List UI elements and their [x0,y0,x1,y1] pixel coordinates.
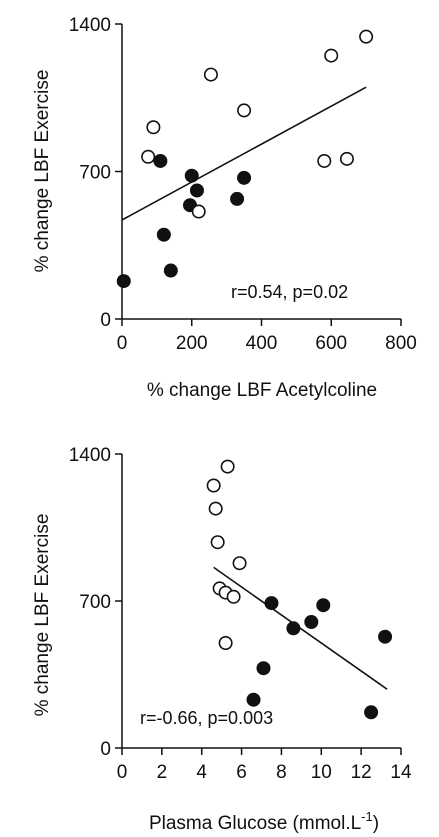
chart2-filled-point [264,596,279,611]
chart2-open-point [232,556,247,571]
chart1-open-point [359,29,374,44]
chart2-filled-point [304,614,319,629]
chart1-filled-point [156,227,171,242]
chart1-y-tick-label: 1400 [69,15,111,36]
chart2-x-tick-label: 8 [276,762,287,783]
chart1-filled-point [184,168,199,183]
chart1-xlabel: % change LBF Acetylcoline [147,380,377,401]
chart1-x-tick-label: 400 [246,333,278,354]
chart2-open-point [226,589,241,604]
chart1-filled-point [230,191,245,206]
chart2-annotation: r=-0.66, p=0.003 [140,708,273,728]
chart2-x-tick-label: 10 [311,762,332,783]
chart1-x-tick-label: 200 [176,333,208,354]
chart2-ylabel: % change LBF Exercise [32,514,53,717]
chart1-filled-point [116,274,131,289]
chart2-x-tick-label: 6 [236,762,247,783]
chart1-x-tick-label: 800 [385,333,417,354]
chart2-filled-point [286,621,301,636]
chart1-open-point [191,204,206,219]
chart1-open-point [317,153,332,168]
chart2-xlabel: Plasma Glucose (mmol.L-1) [149,809,379,834]
chart-acetylcholine: % change LBF Exercise % change LBF Acety… [32,15,417,401]
chart1-regression-line [121,86,367,221]
chart-glucose: % change LBF Exercise Plasma Glucose (mm… [32,445,412,834]
chart2-open-point [218,635,233,650]
chart2-filled-point [364,705,379,720]
chart1-y-tick-label: 0 [100,310,111,331]
chart1-x-tick-label: 0 [117,333,128,354]
chart1-open-point [203,67,218,82]
chart2-filled-point [316,598,331,613]
chart2-x-tick-label: 14 [390,762,412,783]
chart2-y-tick-label: 700 [79,592,111,613]
chart1-annotation: r=0.54, p=0.02 [231,282,348,302]
chart2-x-tick-label: 12 [351,762,372,783]
chart1-x-tick-label: 600 [315,333,347,354]
chart1-filled-point [237,170,252,185]
chart2-filled-point [246,692,261,707]
chart1-open-point [324,48,339,63]
chart2-x-tick-label: 0 [117,762,128,783]
chart2-x-tick-label: 4 [196,762,207,783]
chart2-filled-point [256,661,271,676]
chart1-open-point [339,151,354,166]
chart1-open-point [146,120,161,135]
chart2-open-point [210,535,225,550]
chart1-y-tick-label: 700 [79,163,111,184]
chart2-y-tick-label: 1400 [69,445,111,466]
chart2-open-point [208,501,223,516]
chart1-filled-point [189,183,204,198]
chart1-filled-point [163,263,178,278]
chart1-ylabel: % change LBF Exercise [32,70,53,273]
chart1-open-point [141,149,156,164]
chart1-open-point [237,103,252,118]
chart2-xlabel-main: Plasma Glucose (mmol.L [149,813,361,834]
chart2-x-tick-label: 2 [157,762,168,783]
chart1-filled-point [153,153,168,168]
chart2-xlabel-sup: -1 [361,809,373,824]
chart2-open-point [220,459,235,474]
chart2-plot-area: 0 2 4 6 8 10 12 14 0 700 1400 [69,445,412,783]
chart2-open-point [206,478,221,493]
chart2-y-tick-label: 0 [100,739,111,760]
chart1-plot-area: 0 200 400 600 800 0 700 1400 [69,15,417,354]
chart2-filled-point [378,629,393,644]
chart2-xlabel-end: ) [373,813,379,834]
